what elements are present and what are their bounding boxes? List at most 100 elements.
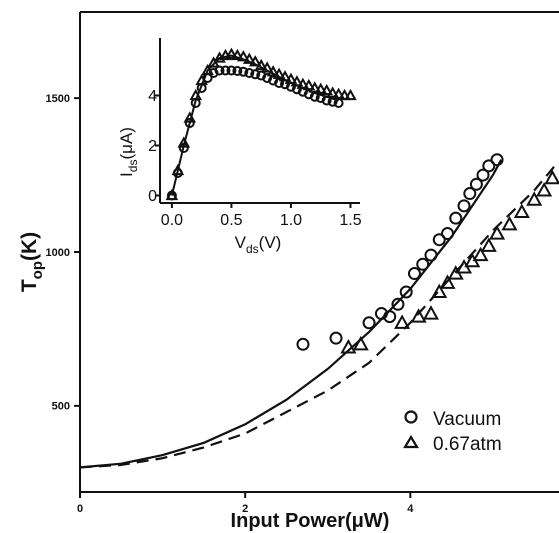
inset-point-triangle <box>237 50 250 62</box>
inset-point-triangle <box>314 82 328 94</box>
main-point-triangle <box>489 225 506 240</box>
inset-point-circle <box>274 78 285 88</box>
main-point-circle <box>476 168 490 182</box>
inset-y-axis-label-tail: (μA) <box>117 127 136 159</box>
main-y-axis-label-subscript: op <box>29 261 46 279</box>
main-point-circle <box>432 233 446 247</box>
main-point-circle <box>391 297 405 311</box>
inset-data-points <box>165 47 357 201</box>
inset-point-circle <box>309 91 320 102</box>
main-point-circle <box>296 337 310 351</box>
main-data-points <box>296 153 559 354</box>
main-point-circle <box>383 310 397 324</box>
inset-point-triangle <box>296 77 310 89</box>
inset-x-axis-label-subscript: ds <box>246 242 259 256</box>
main-x-tick-label: 4 <box>407 503 414 515</box>
inset-point-triangle <box>171 163 185 176</box>
inset-x-axis-label-tail: (V) <box>259 233 282 252</box>
main-fit-solid <box>79 159 503 469</box>
main-point-triangle <box>422 305 440 320</box>
inset-y-tick-label: 0 <box>148 188 157 205</box>
main-point-circle <box>424 248 438 262</box>
main-point-triangle <box>480 237 497 252</box>
inset-point-triangle <box>266 65 280 77</box>
main-fit-curves <box>79 159 556 469</box>
inset-point-triangle <box>183 111 197 123</box>
inset-point-triangle <box>189 88 203 101</box>
main-point-circle <box>490 153 504 167</box>
inset-x-tick-label: 0.0 <box>161 212 183 229</box>
inset-point-circle <box>321 95 332 106</box>
inset-x-tick-label: 1.0 <box>280 212 302 229</box>
main-point-triangle <box>472 246 489 262</box>
main-point-circle <box>399 285 413 299</box>
inset-point-triangle <box>302 78 316 91</box>
legend-label-067atm: 0.67atm <box>433 434 502 455</box>
inset-point-triangle <box>260 61 274 73</box>
inset-point-circle <box>244 68 255 78</box>
main-point-circle <box>329 331 343 345</box>
main-y-axis-label: Top(K) <box>18 232 46 292</box>
main-point-circle <box>457 199 471 213</box>
inset-point-triangle <box>290 75 304 87</box>
main-y-axis-label-tail: (K) <box>18 232 41 261</box>
inset-point-circle <box>327 96 338 107</box>
main-y-tick-label: 1500 <box>46 93 70 105</box>
main-point-triangle <box>352 335 369 351</box>
inset-point-circle <box>184 118 195 128</box>
inset-point-triangle <box>225 47 238 59</box>
inset-point-triangle <box>248 55 262 67</box>
inset-point-triangle <box>272 67 286 79</box>
inset-point-triangle <box>177 136 191 148</box>
inset-point-circle <box>226 65 237 76</box>
inset-y-axis-label-subscript: ds <box>126 160 140 173</box>
main-y-tick-label: 1000 <box>46 247 70 259</box>
inset-background <box>150 28 364 268</box>
legend-marker-triangle <box>403 434 419 449</box>
inset-x-axis-label: Vds(V) <box>235 233 282 256</box>
inset-point-circle <box>250 69 261 80</box>
main-point-triangle <box>526 191 543 206</box>
main-point-triangle <box>536 182 553 197</box>
inset-point-circle <box>178 143 189 153</box>
inset-point-circle <box>333 98 344 108</box>
inset-point-triangle <box>320 83 333 96</box>
legend: Vacuum 0.67atm <box>403 409 502 455</box>
inset-x-tick-label: 0.5 <box>220 212 242 229</box>
main-point-circle <box>362 316 376 330</box>
inset-y-axis-label: Ids(μA) <box>117 127 140 177</box>
inset-point-triangle <box>195 73 208 86</box>
main-x-tick-label: 0 <box>77 503 83 515</box>
main-point-circle <box>449 211 463 225</box>
main-fit-dashed <box>79 165 556 469</box>
inset-point-circle <box>232 66 243 76</box>
main-point-triangle <box>513 203 530 219</box>
main-point-circle <box>416 257 430 271</box>
main-point-circle <box>463 187 477 201</box>
inset-x-axis-label-main: V <box>235 233 247 252</box>
main-point-circle <box>441 227 455 241</box>
inset-point-circle <box>214 65 225 76</box>
main-point-circle <box>374 307 388 321</box>
inset-point-triangle <box>344 88 357 101</box>
inset-point-triangle <box>308 81 322 93</box>
inset-y-tick-label: 4 <box>148 88 157 105</box>
inset-point-triangle <box>284 72 298 84</box>
inset-point-triangle <box>278 70 292 82</box>
main-point-triangle <box>410 308 427 323</box>
main-y-axis-label-main: T <box>18 279 41 292</box>
inset-point-circle <box>220 65 231 76</box>
main-x-tick-label: 2 <box>242 503 248 515</box>
main-point-triangle <box>431 283 448 299</box>
inset-point-triangle <box>242 52 256 64</box>
inset-point-triangle <box>332 87 345 99</box>
main-point-circle <box>469 177 483 191</box>
main-plot: 0 2 4 500 1000 1500 Input Power(μW) Top(K) Va… <box>18 11 559 532</box>
main-ticks: 0 2 4 500 1000 1500 <box>46 93 415 515</box>
inset-ticks: 0.0 0.5 1.0 1.5 0 2 4 <box>148 88 362 229</box>
main-y-tick-label: 500 <box>52 401 70 413</box>
inset-point-triangle <box>254 58 268 71</box>
inset-point-circle <box>238 66 249 77</box>
